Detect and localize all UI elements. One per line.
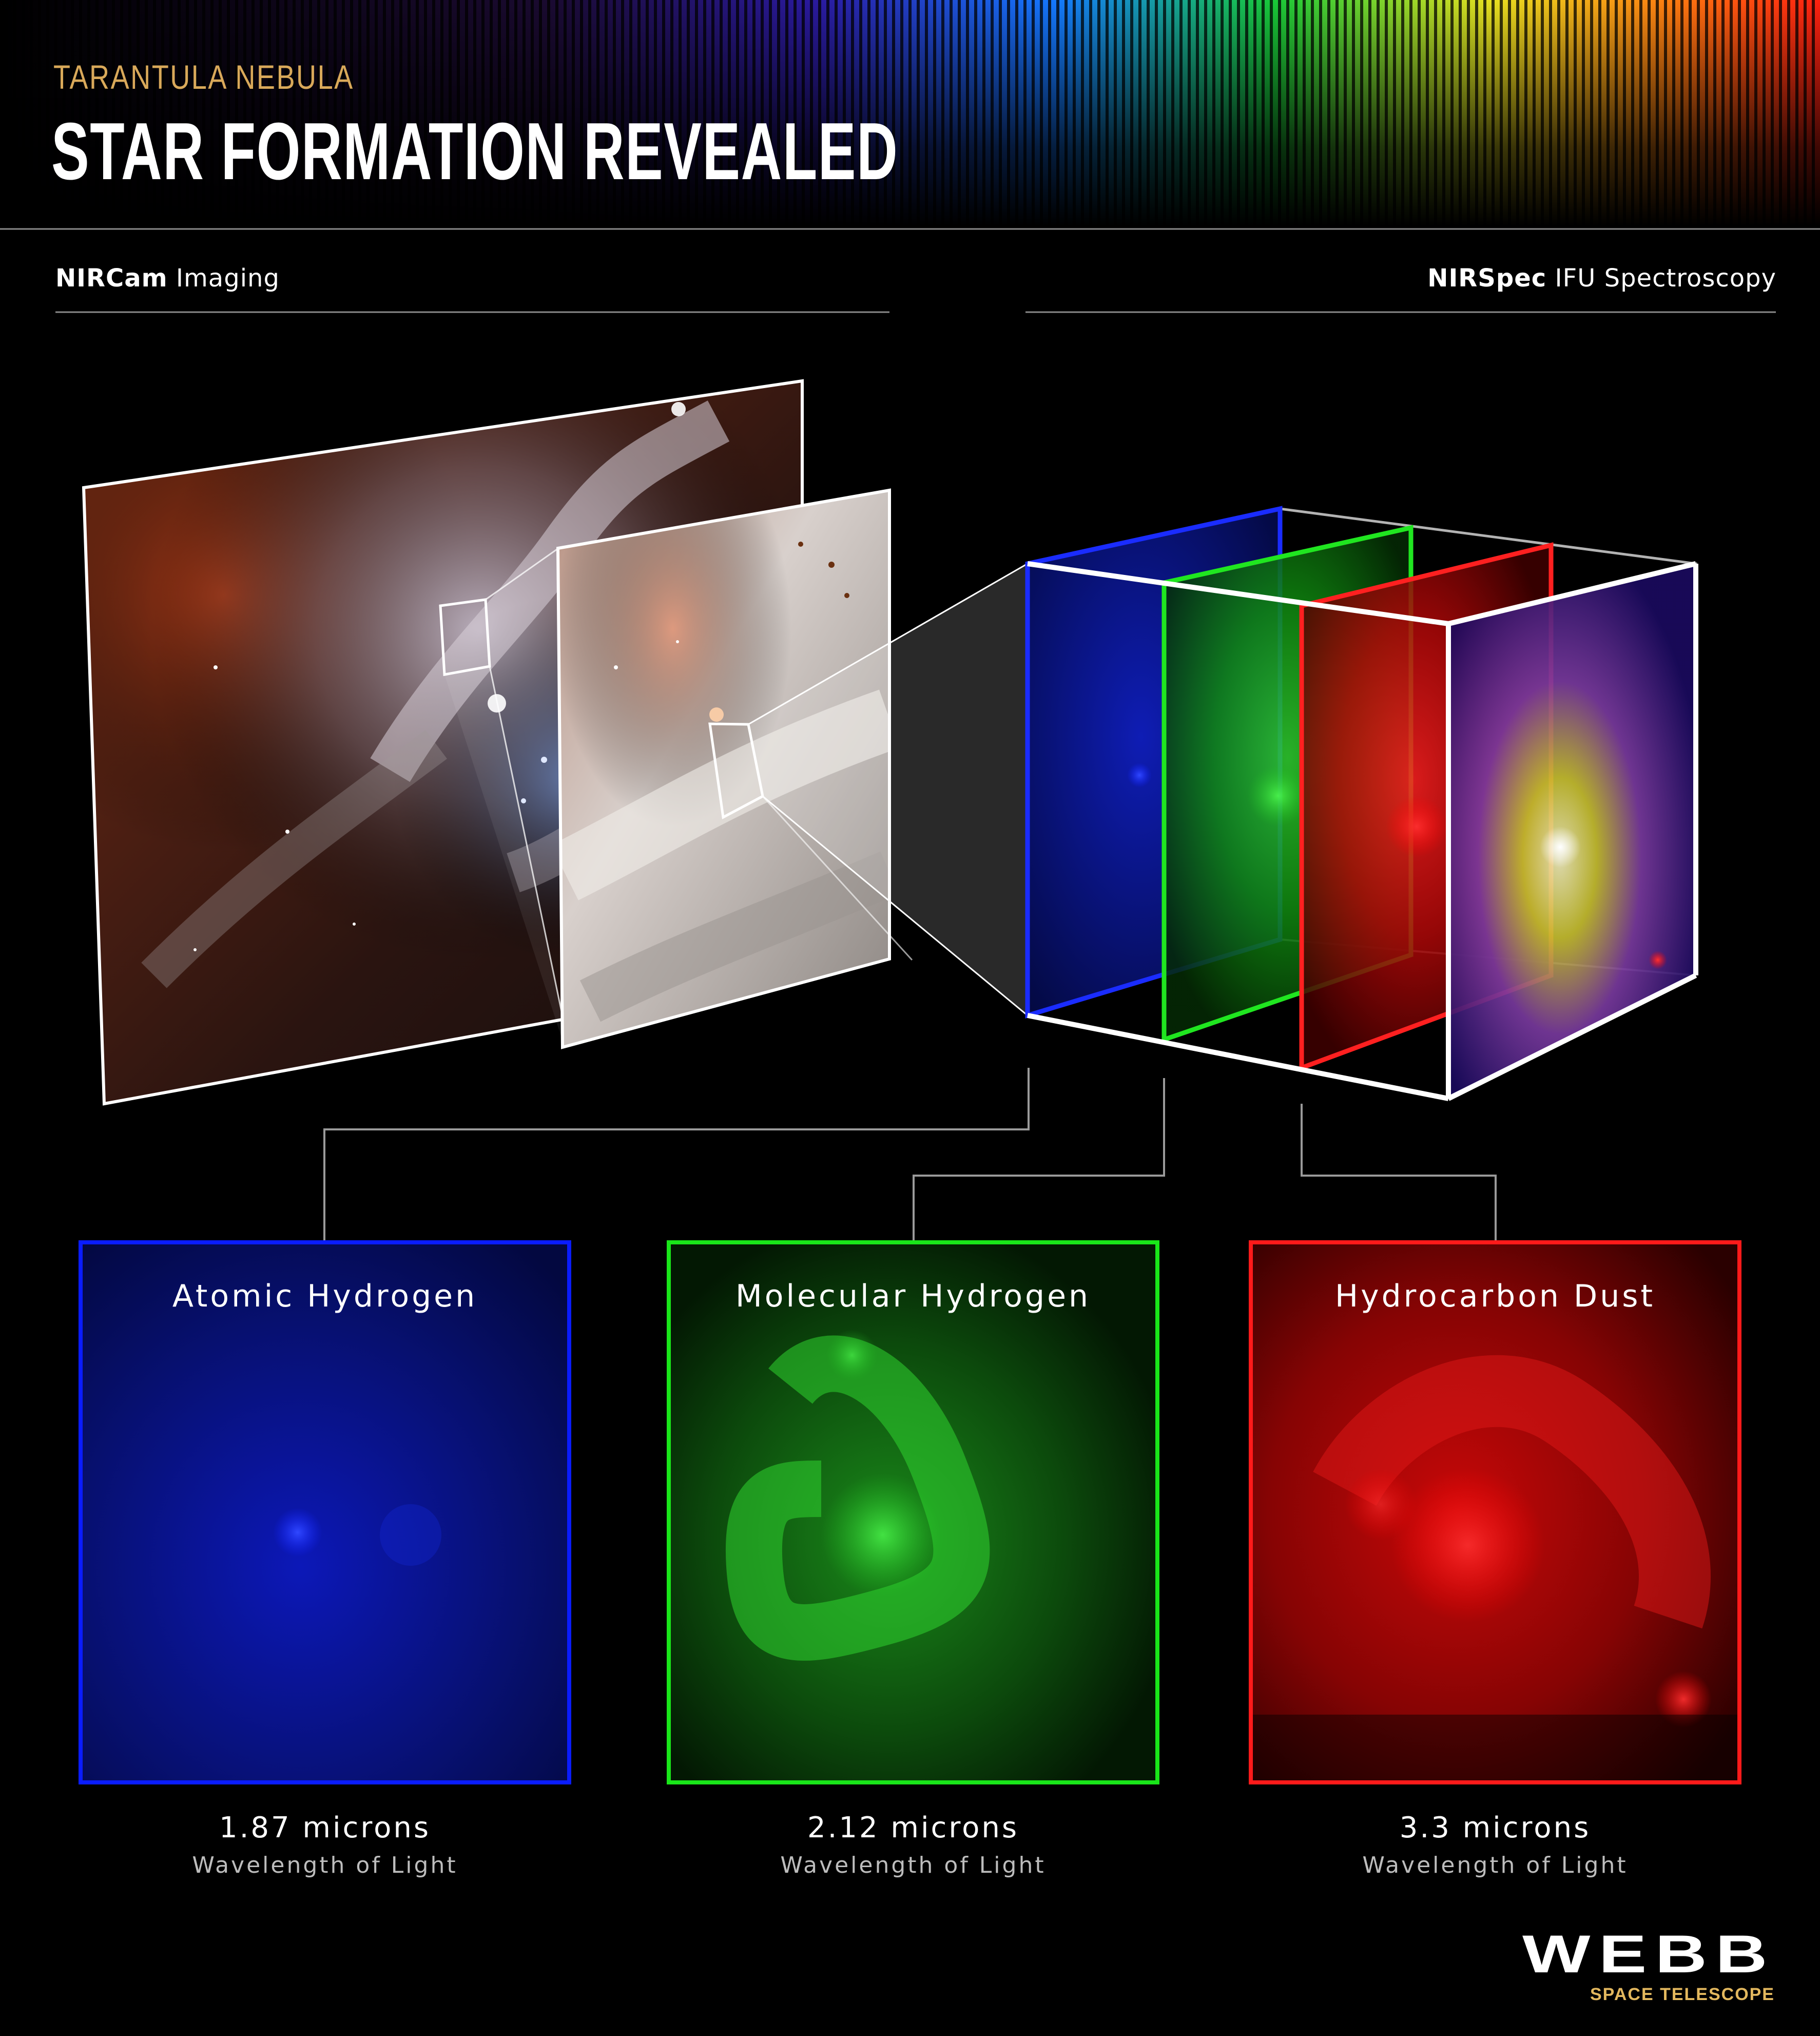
wavelength-value-3: 3.3 microns <box>1399 1811 1591 1845</box>
panel-hydrocarbon-dust <box>1249 1240 1741 1784</box>
instrument-name: NIRCam <box>55 264 168 293</box>
wavelength-value-2: 2.12 microns <box>807 1811 1019 1845</box>
wavelength-caption-2: Wavelength of Light <box>780 1852 1046 1878</box>
panel-title-atomic-hydrogen: Atomic Hydrogen <box>172 1278 478 1314</box>
wavelength-caption-3: Wavelength of Light <box>1362 1852 1628 1878</box>
section-label-nirspec: NIRSpec IFU Spectroscopy <box>1427 264 1776 293</box>
page-title: STAR FORMATION REVEALED <box>51 106 899 197</box>
webb-logo-subtitle: SPACE TELESCOPE <box>1590 1985 1775 2004</box>
nircam-zoom-image <box>556 488 891 1049</box>
section-label-nircam: NIRCam Imaging <box>55 264 280 293</box>
ifu-cube <box>1025 506 1698 1101</box>
panel-title-molecular-hydrogen: Molecular Hydrogen <box>735 1278 1091 1314</box>
zoom-connector-1 <box>444 547 565 1047</box>
spectrum-banner <box>0 0 1820 230</box>
panel-molecular-hydrogen <box>667 1240 1159 1784</box>
zoom-connector-2 <box>748 563 1028 1016</box>
webb-logo-wordmark: WEBB <box>1522 1925 1776 1984</box>
panel-atomic-hydrogen <box>79 1240 571 1784</box>
wavelength-value-1: 1.87 microns <box>219 1811 431 1845</box>
instrument-mode: IFU Spectroscopy <box>1555 264 1776 293</box>
instrument-mode: Imaging <box>176 264 280 293</box>
kicker-title: TARANTULA NEBULA <box>53 58 354 96</box>
panel-title-hydrocarbon-dust: Hydrocarbon Dust <box>1334 1278 1656 1314</box>
instrument-name: NIRSpec <box>1427 264 1547 293</box>
leader-lines <box>323 1068 1497 1242</box>
wavelength-caption-1: Wavelength of Light <box>192 1852 458 1878</box>
